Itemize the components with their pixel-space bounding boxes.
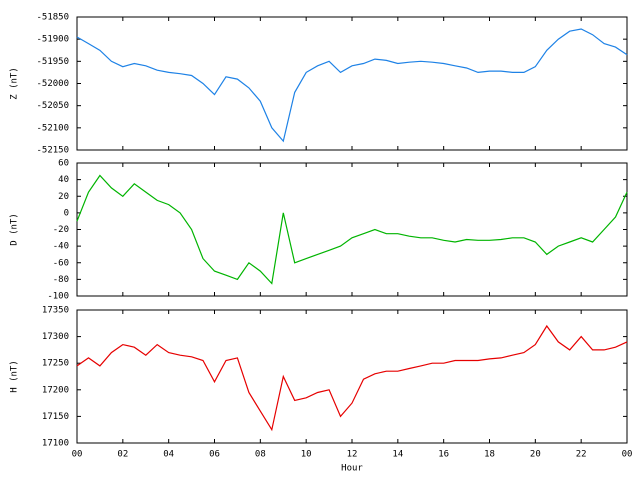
y-tick-label: -52100 bbox=[36, 123, 69, 133]
y-axis-label: D (nT) bbox=[10, 213, 20, 246]
data-line bbox=[76, 324, 628, 432]
y-tick-label: 20 bbox=[58, 192, 69, 202]
x-tick-label: 20 bbox=[530, 450, 541, 460]
y-tick-label: -60 bbox=[53, 258, 69, 268]
y-tick-label: -40 bbox=[53, 242, 69, 252]
x-tick-label: 16 bbox=[438, 450, 449, 460]
panel-frame bbox=[76, 16, 628, 151]
y-tick-label: 40 bbox=[58, 175, 69, 185]
y-tick-label: -100 bbox=[47, 292, 69, 302]
y-tick-label: 17150 bbox=[42, 412, 69, 422]
x-tick-label: 08 bbox=[255, 450, 266, 460]
x-tick-label: 00 bbox=[622, 450, 633, 460]
y-tick-label: 17250 bbox=[42, 359, 69, 369]
y-tick-label: 60 bbox=[58, 159, 69, 169]
y-tick-label: -52150 bbox=[36, 146, 69, 156]
x-tick-label: 06 bbox=[209, 450, 220, 460]
x-axis-label: Hour bbox=[341, 464, 363, 474]
y-tick-label: -52050 bbox=[36, 101, 69, 111]
y-tick-label: -80 bbox=[53, 275, 69, 285]
x-tick-label: 04 bbox=[163, 450, 174, 460]
y-tick-label: 17200 bbox=[42, 385, 69, 395]
data-line bbox=[76, 174, 628, 285]
y-tick-label: 0 bbox=[64, 208, 69, 218]
data-line bbox=[76, 28, 628, 143]
x-tick-label: 12 bbox=[347, 450, 358, 460]
x-tick-label: 10 bbox=[301, 450, 312, 460]
y-tick-label: 17350 bbox=[42, 306, 69, 316]
x-tick-label: 18 bbox=[484, 450, 495, 460]
y-axis-label: H (nT) bbox=[10, 360, 20, 393]
x-tick-label: 00 bbox=[72, 450, 83, 460]
y-tick-label: 17300 bbox=[42, 332, 69, 342]
x-tick-label: 02 bbox=[117, 450, 128, 460]
y-tick-label: -52000 bbox=[36, 79, 69, 89]
y-axis-label: Z (nT) bbox=[10, 67, 20, 100]
x-tick-label: 22 bbox=[576, 450, 587, 460]
y-tick-label: 17100 bbox=[42, 439, 69, 449]
y-tick-label: -51900 bbox=[36, 35, 69, 45]
panel-frame bbox=[76, 162, 628, 297]
y-tick-label: -20 bbox=[53, 225, 69, 235]
x-tick-label: 14 bbox=[392, 450, 403, 460]
y-tick-label: -51950 bbox=[36, 57, 69, 67]
y-tick-label: -51850 bbox=[36, 13, 69, 23]
